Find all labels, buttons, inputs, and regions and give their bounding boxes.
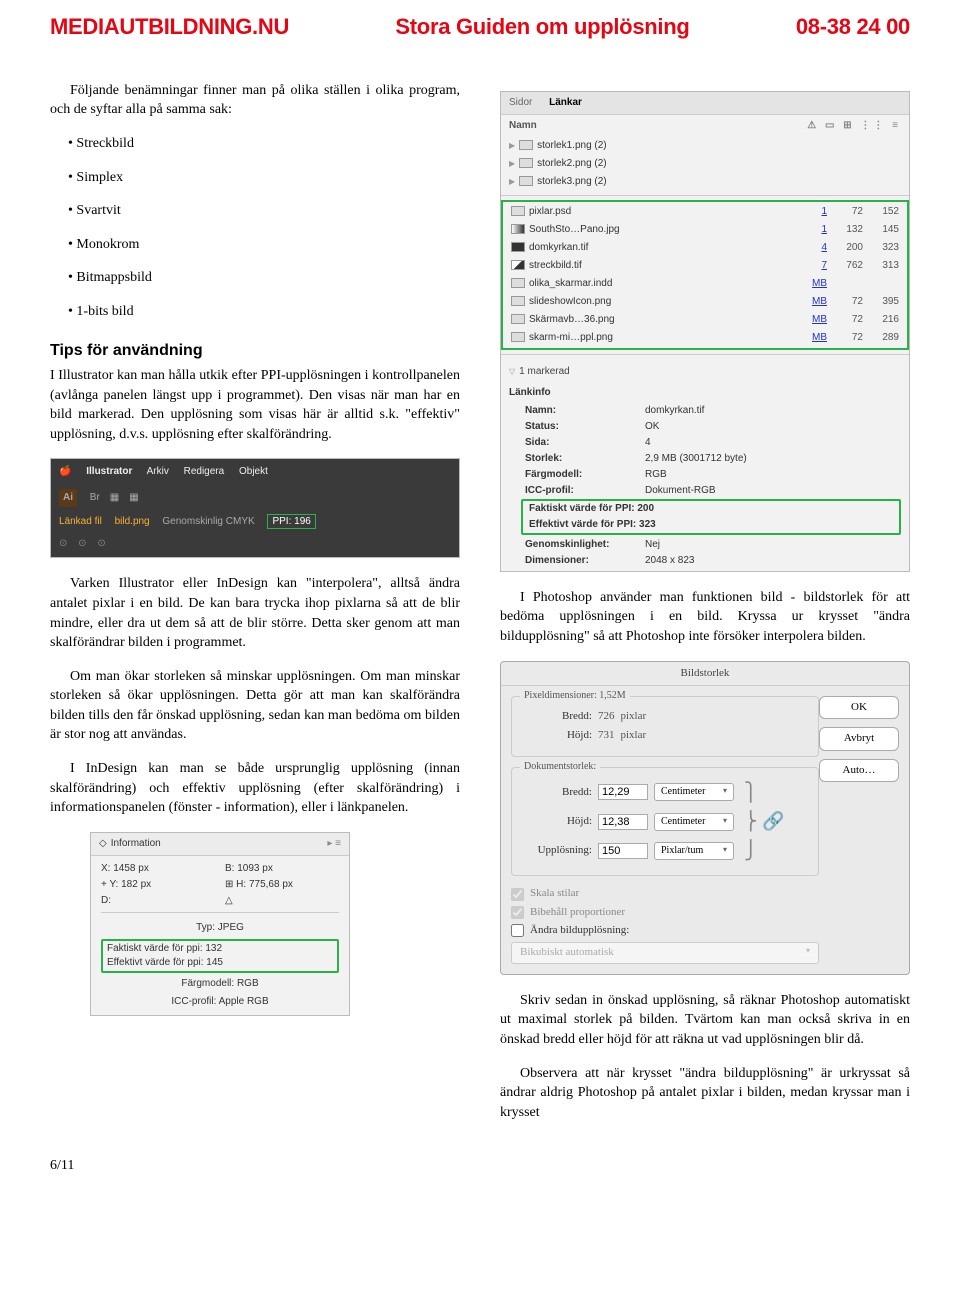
paragraph: Om man ökar storleken så minskar upplösn…: [50, 667, 460, 745]
page-number: 6/11: [0, 1146, 960, 1196]
header-phone: 08-38 24 00: [796, 12, 910, 43]
tab-sidor[interactable]: Sidor: [509, 97, 532, 108]
panel-view-icons[interactable]: ⚠ ▭ ⊞ ⋮⋮ ≡: [807, 119, 901, 133]
panel-icons: ▸ ≡: [327, 837, 341, 851]
header-site: MEDIAUTBILDNING.NU: [50, 12, 289, 43]
paragraph: I InDesign kan man se både ursprunglig u…: [50, 759, 460, 818]
ppi-highlight: PPI: 196: [267, 514, 315, 529]
tips-heading: Tips för användning: [50, 340, 460, 362]
resolution-unit-select[interactable]: Pixlar/tum: [654, 842, 734, 860]
link-row[interactable]: ▶storlek1.png (2): [501, 137, 909, 155]
list-item: Bitmappsbild: [68, 268, 460, 288]
link-row[interactable]: SouthSto…Pano.jpg1132145: [503, 221, 907, 239]
header-title: Stora Guiden om upplösning: [395, 12, 689, 43]
width-input[interactable]: [598, 784, 648, 800]
keep-proportions-checkbox: [511, 906, 524, 919]
right-column: Sidor Länkar Namn ⚠ ▭ ⊞ ⋮⋮ ≡ ▶storlek1.p…: [500, 81, 910, 1137]
col-name: Namn: [509, 119, 537, 133]
link-row[interactable]: pixlar.psd172152: [503, 203, 907, 221]
left-column: Följande benämningar finner man på olika…: [50, 81, 460, 1137]
link-row[interactable]: domkyrkan.tif4200323: [503, 239, 907, 257]
height-input[interactable]: [598, 814, 648, 830]
list-item: Monokrom: [68, 235, 460, 255]
ppi-highlight: Faktiskt värde för ppi: 132 Effektivt vä…: [101, 939, 339, 973]
information-panel-screenshot: ◇Information ▸ ≡ X: 1458 px B: 1093 px +…: [90, 832, 350, 1016]
linkinfo-heading: Länkinfo: [509, 383, 901, 403]
link-row[interactable]: streckbild.tif7762313: [503, 257, 907, 275]
info-title: Information: [111, 838, 161, 849]
image-size-dialog: Bildstorlek Pixeldimensioner: 1,52M Bred…: [500, 661, 910, 975]
link-row[interactable]: Skärmavb…36.pngMB72216: [503, 311, 907, 329]
link-row[interactable]: olika_skarmar.inddMB: [503, 275, 907, 293]
links-panel-screenshot: Sidor Länkar Namn ⚠ ▭ ⊞ ⋮⋮ ≡ ▶storlek1.p…: [500, 91, 910, 572]
auto-button[interactable]: Auto…: [819, 759, 899, 782]
height-unit-select[interactable]: Centimeter: [654, 813, 734, 831]
list-item: Streckbild: [68, 134, 460, 154]
paragraph: Varken Illustrator eller InDesign kan "i…: [50, 574, 460, 652]
link-row[interactable]: ▶storlek3.png (2): [501, 173, 909, 191]
paragraph: Skriv sedan in önskad upplösning, så räk…: [500, 991, 910, 1050]
scale-styles-checkbox: [511, 888, 524, 901]
illus-appbar: Ai Br▦▦: [59, 485, 451, 511]
apple-icon: 🍎: [59, 466, 71, 477]
cancel-button[interactable]: Avbryt: [819, 727, 899, 750]
paragraph: Observera att när krysset "ändra bildupp…: [500, 1064, 910, 1123]
list-item: 1-bits bild: [68, 302, 460, 322]
intro-paragraph: Följande benämningar finner man på olika…: [50, 81, 460, 120]
dialog-title: Bildstorlek: [501, 662, 909, 686]
ppi-highlight: Faktiskt värde för PPI: 200 Effektivt vä…: [521, 499, 901, 535]
link-row[interactable]: ▶storlek2.png (2): [501, 155, 909, 173]
list-item: Simplex: [68, 168, 460, 188]
ok-button[interactable]: OK: [819, 696, 899, 719]
paragraph: I Photoshop använder man funktionen bild…: [500, 588, 910, 647]
resample-method-select: Bikubiskt automatisk: [511, 942, 819, 963]
links-highlight-box: pixlar.psd172152SouthSto…Pano.jpg1132145…: [501, 200, 909, 350]
illus-menubar: 🍎 Illustrator Arkiv Redigera Objekt: [59, 465, 451, 485]
ai-badge-icon: Ai: [59, 489, 77, 507]
tab-lankar[interactable]: Länkar: [549, 97, 582, 108]
list-item: Svartvit: [68, 201, 460, 221]
resample-checkbox[interactable]: [511, 924, 524, 937]
terminology-list: Streckbild Simplex Svartvit Monokrom Bit…: [50, 134, 460, 322]
tips-body: I Illustrator kan man hålla utkik efter …: [50, 366, 460, 444]
link-row[interactable]: skarm-mi…ppl.pngMB72289: [503, 329, 907, 347]
illus-control-panel: Länkad fil bild.png Genomskinlig CMYK PP…: [59, 511, 451, 533]
resolution-input[interactable]: [598, 843, 648, 859]
illustrator-toolbar-screenshot: 🍎 Illustrator Arkiv Redigera Objekt Ai B…: [50, 458, 460, 558]
page-header: MEDIAUTBILDNING.NU Stora Guiden om upplö…: [0, 0, 960, 51]
width-unit-select[interactable]: Centimeter: [654, 783, 734, 801]
link-row[interactable]: slideshowIcon.pngMB72395: [503, 293, 907, 311]
dots-icon: ⊙ ⊙ ⊙: [59, 533, 451, 551]
